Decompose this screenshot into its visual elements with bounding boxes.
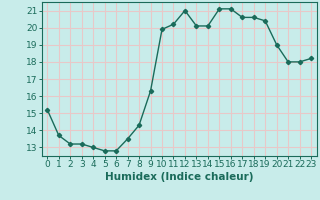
X-axis label: Humidex (Indice chaleur): Humidex (Indice chaleur) (105, 172, 253, 182)
